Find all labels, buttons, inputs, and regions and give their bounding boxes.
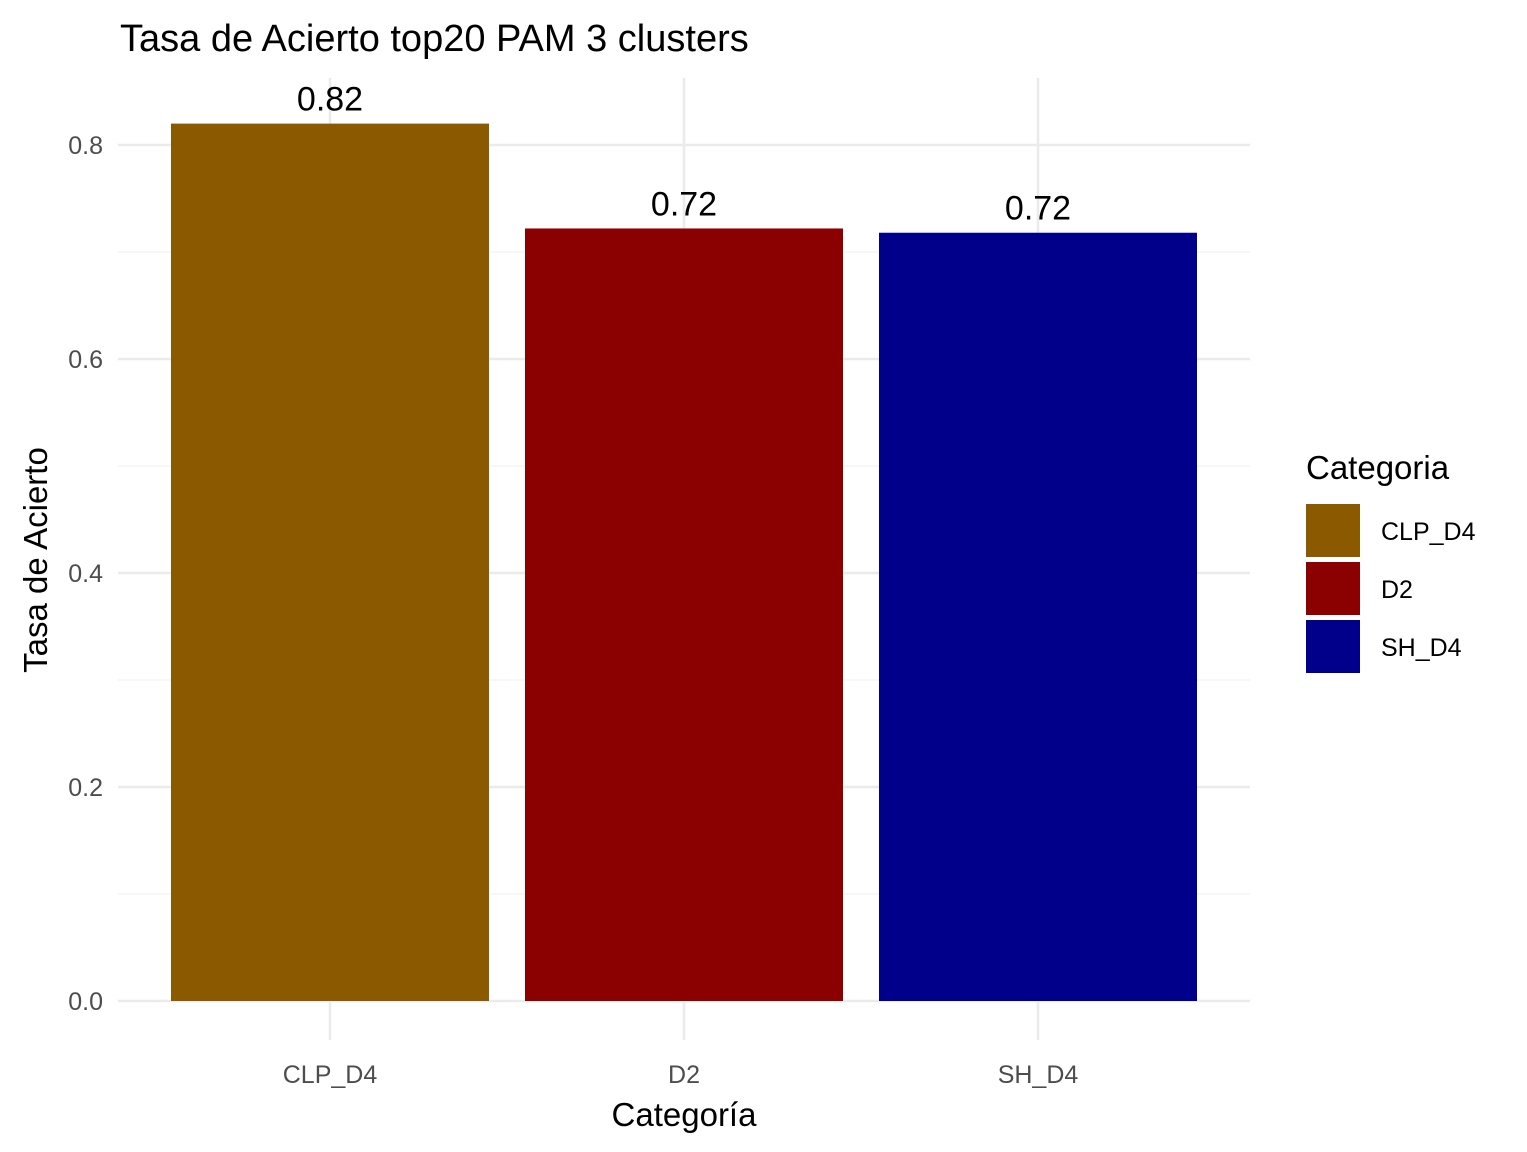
y-axis-ticks: 0.0 0.2 0.4 0.6 0.8 [68, 132, 103, 1016]
legend-key [1306, 620, 1360, 673]
legend-label: SH_D4 [1381, 634, 1462, 662]
chart-title: Tasa de Acierto top20 PAM 3 clusters [120, 18, 749, 60]
data-label: 0.72 [651, 185, 717, 223]
bar-d2 [525, 228, 843, 1001]
legend-title: Categoria [1306, 449, 1450, 486]
y-tick-label: 0.0 [68, 988, 103, 1016]
legend-label: D2 [1381, 576, 1413, 604]
bar-sh-d4 [879, 232, 1197, 1002]
y-tick-label: 0.2 [68, 774, 103, 802]
data-label: 0.72 [1005, 190, 1071, 228]
y-tick-label: 0.8 [68, 132, 103, 160]
y-tick-label: 0.4 [68, 560, 103, 588]
data-labels: 0.82 0.72 0.72 [297, 81, 1071, 228]
bars [171, 123, 1197, 1002]
x-tick-label: D2 [668, 1061, 700, 1089]
x-tick-label: SH_D4 [998, 1061, 1079, 1089]
y-tick-label: 0.6 [68, 346, 103, 374]
bar-clp-d4 [171, 123, 489, 1002]
legend-key [1306, 562, 1360, 615]
legend-label: CLP_D4 [1381, 518, 1476, 546]
legend-key [1306, 504, 1360, 557]
y-axis-title: Tasa de Acierto [17, 447, 54, 673]
x-axis-title: Categoría [612, 1096, 758, 1133]
data-label: 0.82 [297, 81, 363, 119]
x-axis-ticks: CLP_D4 D2 SH_D4 [283, 1061, 1079, 1089]
x-tick-label: CLP_D4 [283, 1061, 378, 1089]
legend: Categoria CLP_D4 D2 SH_D4 [1306, 449, 1476, 673]
